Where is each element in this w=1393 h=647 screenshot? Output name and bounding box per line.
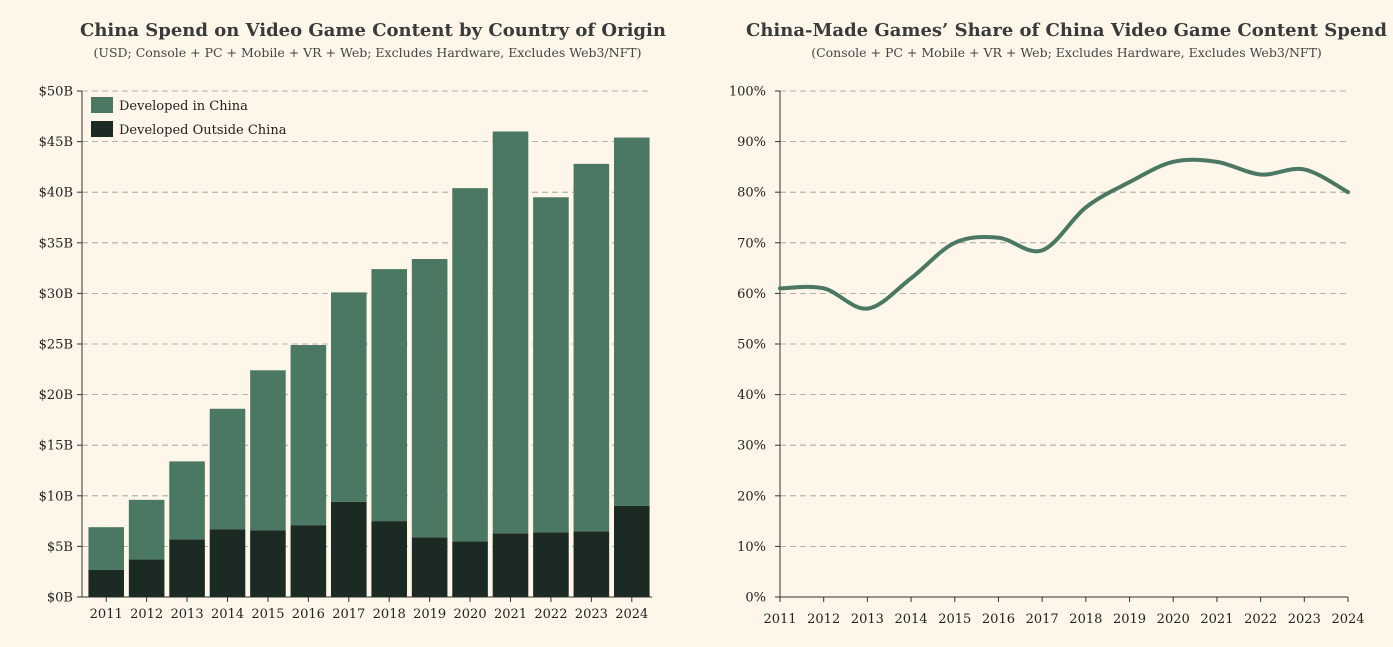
bar-china bbox=[290, 345, 327, 526]
bar-outside-china bbox=[371, 521, 408, 597]
y-tick-label: $15B bbox=[39, 439, 73, 454]
x-tick-label: 2020 bbox=[454, 607, 487, 622]
bar-china bbox=[169, 461, 205, 540]
y-tick-label: $40B bbox=[39, 186, 73, 201]
x-tick-label: 2018 bbox=[373, 607, 406, 622]
x-tick-label: 2021 bbox=[1200, 612, 1233, 627]
spend-by-origin-chart: China Spend on Video Game Content by Cou… bbox=[39, 20, 666, 622]
bar-outside-china bbox=[452, 541, 488, 597]
y-tick-label: 70% bbox=[737, 236, 766, 251]
x-tick-label: 2023 bbox=[575, 607, 608, 622]
y-tick-label: 100% bbox=[729, 85, 766, 100]
bar-china bbox=[533, 197, 569, 533]
y-tick-label: $0B bbox=[47, 591, 73, 606]
y-tick-label: $35B bbox=[39, 236, 73, 251]
bar-outside-china bbox=[330, 501, 367, 597]
left-chart-title: China Spend on Video Game Content by Cou… bbox=[80, 20, 666, 41]
legend-label: Developed Outside China bbox=[119, 123, 287, 138]
x-tick-label: 2023 bbox=[1288, 612, 1321, 627]
x-tick-label: 2017 bbox=[1026, 612, 1059, 627]
stacked-bar-plot: $0B $5B $10B $15B $20B $25B $30B $35B $40B $45B $5… bbox=[39, 85, 652, 622]
x-tick-label: 2013 bbox=[851, 612, 884, 627]
x-tick-label: 2017 bbox=[332, 607, 365, 622]
bar-outside-china bbox=[573, 531, 610, 597]
bar-outside-china bbox=[128, 559, 165, 597]
x-tick-label: 2019 bbox=[413, 607, 446, 622]
legend-label: Developed in China bbox=[119, 99, 248, 114]
x-tick-label: 2022 bbox=[534, 607, 567, 622]
x-tick-label: 2024 bbox=[1331, 612, 1364, 627]
y-tick-label: 40% bbox=[737, 388, 766, 403]
y-tick-label: 50% bbox=[737, 338, 766, 353]
y-tick-label: $50B bbox=[39, 85, 73, 100]
x-tick-label: 2024 bbox=[615, 607, 648, 622]
left-chart-subtitle: (USD; Console + PC + Mobile + VR + Web; … bbox=[93, 45, 642, 60]
bar-china bbox=[452, 188, 488, 542]
x-tick-label: 2012 bbox=[807, 612, 840, 627]
y-tick-label: 90% bbox=[737, 135, 766, 150]
x-tick-label: 2016 bbox=[292, 607, 325, 622]
x-tick-label: 2018 bbox=[1069, 612, 1102, 627]
bar-outside-china bbox=[88, 569, 125, 597]
x-tick-label: 2014 bbox=[895, 612, 928, 627]
line-plot: 0% 10% 20% 30% 40% 50% 60% 70% 80% 90% 100% 2011 201… bbox=[729, 85, 1365, 628]
y-tick-label: $20B bbox=[39, 388, 73, 403]
bar-outside-china bbox=[492, 533, 529, 597]
y-tick-label: 30% bbox=[737, 439, 766, 454]
x-tick-label: 2022 bbox=[1244, 612, 1277, 627]
bar-china bbox=[330, 292, 367, 502]
x-tick-label: 2015 bbox=[938, 612, 971, 627]
x-tick-label: 2019 bbox=[1113, 612, 1146, 627]
y-tick-label: $25B bbox=[39, 338, 73, 353]
y-tick-label: 10% bbox=[737, 540, 766, 555]
china-share-chart: China-Made Games’ Share of China Video G… bbox=[700, 0, 1393, 647]
bar-outside-china bbox=[290, 525, 327, 597]
y-tick-label: 60% bbox=[737, 287, 766, 302]
right-chart-title: China-Made Games’ Share of China Video G… bbox=[746, 20, 1387, 41]
y-tick-label: $45B bbox=[39, 135, 73, 150]
bar-outside-china bbox=[250, 530, 286, 597]
x-tick-label: 2021 bbox=[494, 607, 527, 622]
legend-swatch bbox=[91, 97, 113, 113]
bar-outside-china bbox=[613, 505, 650, 597]
bar-china bbox=[128, 499, 165, 560]
x-tick-label: 2012 bbox=[130, 607, 163, 622]
x-tick-label: 2013 bbox=[171, 607, 204, 622]
x-tick-label: 2016 bbox=[982, 612, 1015, 627]
y-tick-label: 20% bbox=[737, 489, 766, 504]
bar-china bbox=[573, 163, 610, 532]
bar-outside-china bbox=[209, 529, 246, 597]
share-line bbox=[778, 157, 1350, 311]
bar-china bbox=[492, 131, 529, 534]
bar-china bbox=[250, 370, 286, 531]
y-tick-label: $30B bbox=[39, 287, 73, 302]
x-tick-label: 2020 bbox=[1157, 612, 1190, 627]
y-tick-label: $5B bbox=[47, 540, 73, 555]
bar-china bbox=[371, 269, 408, 522]
x-tick-label: 2015 bbox=[251, 607, 284, 622]
legend-swatch bbox=[91, 121, 113, 137]
bar-china bbox=[209, 408, 246, 530]
y-tick-label: 80% bbox=[737, 186, 766, 201]
x-tick-label: 2014 bbox=[211, 607, 244, 622]
y-tick-label: $10B bbox=[39, 489, 73, 504]
bar-outside-china bbox=[169, 539, 205, 597]
bar-outside-china bbox=[533, 532, 569, 597]
x-tick-label: 2011 bbox=[90, 607, 123, 622]
bar-china bbox=[613, 137, 650, 506]
y-tick-label: 0% bbox=[745, 591, 766, 606]
x-tick-label: 2011 bbox=[763, 612, 796, 627]
bar-china bbox=[88, 527, 125, 570]
right-chart-subtitle: (Console + PC + Mobile + VR + Web; Exclu… bbox=[811, 45, 1322, 60]
bar-outside-china bbox=[411, 537, 448, 597]
bar-china bbox=[411, 258, 448, 538]
